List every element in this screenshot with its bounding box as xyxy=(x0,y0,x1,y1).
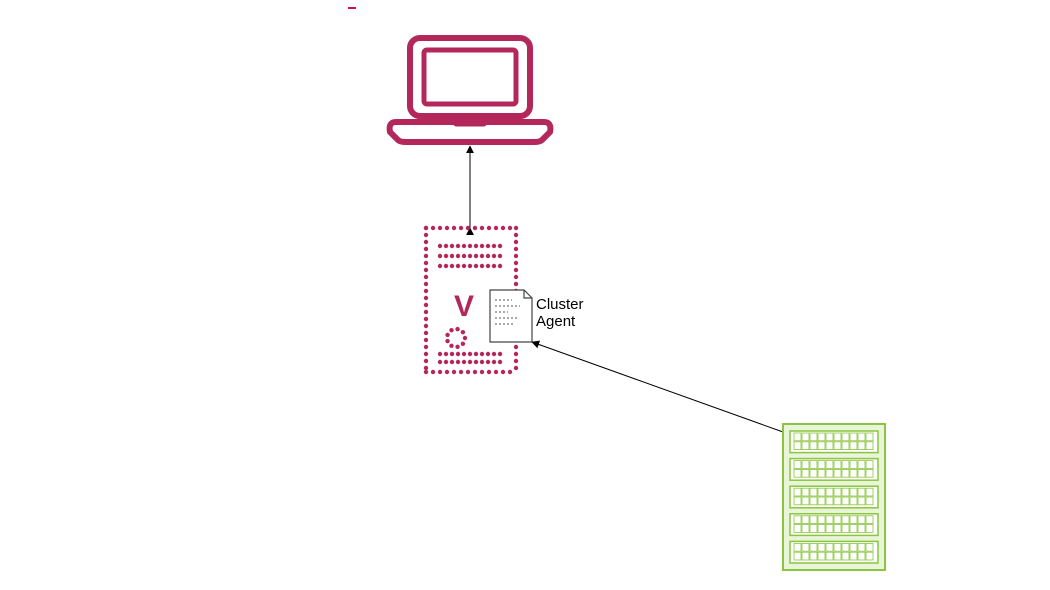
svg-text:V: V xyxy=(454,290,474,323)
server-rack-icon xyxy=(783,424,885,570)
laptop-icon xyxy=(390,38,551,142)
document-icon xyxy=(490,290,532,342)
diagram-canvas: V xyxy=(0,0,1050,590)
diagram-stage: V Cluster Agent xyxy=(0,0,1050,590)
edge-rack-doc xyxy=(532,342,783,432)
document-label: Cluster Agent xyxy=(536,296,584,331)
